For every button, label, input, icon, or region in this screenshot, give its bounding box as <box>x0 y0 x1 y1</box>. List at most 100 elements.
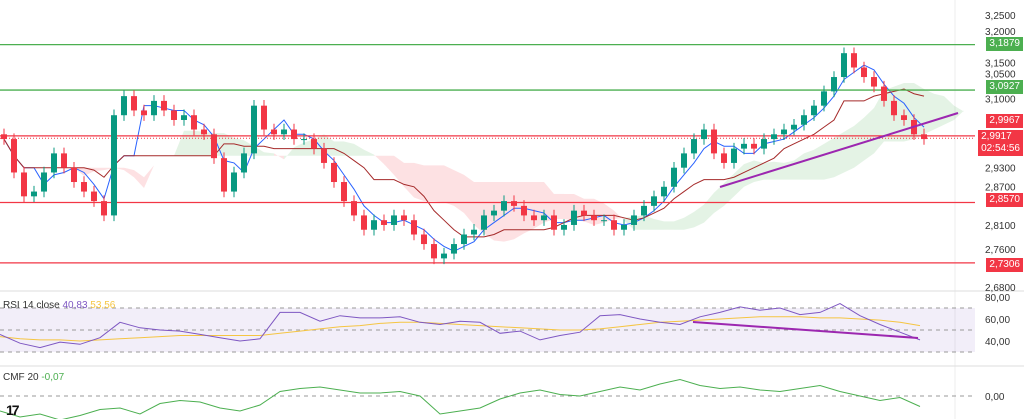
ichimoku-cloud-segment <box>294 142 304 156</box>
ichimoku-cloud-segment <box>354 143 364 156</box>
ichimoku-cloud-segment <box>934 93 944 130</box>
candle <box>871 77 877 87</box>
current-price-tag: 2,9917 02:54:56 <box>978 130 1023 156</box>
candle <box>331 162 337 183</box>
candle <box>271 129 277 135</box>
ichimoku-cloud-segment <box>74 167 84 177</box>
price-tick-label: 2,6800 <box>985 283 1016 294</box>
tradingview-logo: 17 <box>6 402 20 418</box>
rsi-legend: RSI 14 close 40,83 53,56 <box>3 300 115 311</box>
candle <box>171 110 177 120</box>
ichimoku-cloud-segment <box>844 125 854 173</box>
ichimoku-cloud-segment <box>704 192 714 223</box>
rsi-tick-label: 40,00 <box>985 337 1010 348</box>
ichimoku-cloud-segment <box>234 137 244 156</box>
bar-countdown: 02:54:56 <box>981 143 1020 154</box>
candle <box>281 129 287 135</box>
ichimoku-cloud-segment <box>344 141 354 156</box>
candle <box>731 148 737 163</box>
candle <box>31 191 37 197</box>
candle <box>421 234 427 245</box>
ichimoku-cloud-segment <box>714 183 724 214</box>
candle <box>821 91 827 106</box>
price-tick-label: 3,1500 <box>985 59 1016 70</box>
candle <box>251 105 257 154</box>
level-tag: 3,1879 <box>986 37 1023 51</box>
rsi-label: RSI 14 close <box>3 300 60 311</box>
candle <box>61 153 67 168</box>
level-tag: 2,9967 <box>986 114 1023 128</box>
candle <box>771 134 777 140</box>
current-price: 2,9917 <box>981 131 1012 142</box>
candle <box>811 105 817 116</box>
ichimoku-cloud-segment <box>134 170 144 188</box>
candle <box>551 215 557 230</box>
candle <box>601 220 607 222</box>
candle <box>841 53 847 78</box>
candle <box>451 244 457 254</box>
candle <box>91 191 97 202</box>
candle <box>411 220 417 235</box>
ichimoku-cloud-segment <box>854 117 864 168</box>
candle <box>861 67 867 78</box>
level-tag: 2,8570 <box>986 193 1023 207</box>
candle <box>781 129 787 135</box>
ichimoku-cloud-segment <box>534 182 544 229</box>
rsi-ma-value: 53,56 <box>90 300 116 311</box>
cmf-value: -0,07 <box>41 372 65 383</box>
price-tick-label: 2,8100 <box>985 221 1016 232</box>
ichimoku-cloud-segment <box>104 167 114 171</box>
candle <box>161 100 167 111</box>
candle <box>231 172 237 192</box>
candle <box>751 143 757 149</box>
ichimoku-cloud-segment <box>604 203 614 223</box>
candle <box>711 129 717 154</box>
candle <box>901 115 907 120</box>
candle <box>351 201 357 216</box>
ichimoku-cloud-segment <box>794 153 804 180</box>
candle <box>291 129 297 140</box>
candle <box>761 139 767 149</box>
ichimoku-cloud-segment <box>144 165 154 188</box>
candle <box>481 215 487 230</box>
candle <box>21 172 27 197</box>
ichimoku-cloud-segment <box>644 215 654 230</box>
candle <box>611 220 617 230</box>
price-tick-label: 3,2000 <box>985 27 1016 38</box>
cmf-tick-label: 0,00 <box>985 392 1005 403</box>
price-tick-label: 3,0500 <box>985 69 1016 80</box>
candle <box>571 210 577 225</box>
ichimoku-cloud-segment <box>774 161 784 180</box>
candle <box>341 182 347 202</box>
tenkan-line <box>3 64 925 252</box>
ichimoku-cloud-segment <box>94 167 104 172</box>
price-tick-label: 2,7600 <box>985 245 1016 256</box>
candle <box>191 115 197 130</box>
candle <box>891 100 897 116</box>
ichimoku-cloud-segment <box>384 155 394 175</box>
ichimoku-cloud-segment <box>274 153 284 160</box>
ichimoku-cloud-segment <box>264 152 274 156</box>
ichimoku-cloud-segment <box>724 173 734 206</box>
ichimoku-cloud-segment <box>424 165 434 202</box>
candle <box>621 224 627 230</box>
candle <box>511 201 517 206</box>
price-tick-label: 2,9300 <box>985 164 1016 175</box>
ichimoku-cloud-segment <box>514 182 524 240</box>
ichimoku-cloud-segment <box>654 219 664 230</box>
ichimoku-cloud-segment <box>114 167 124 171</box>
candle <box>361 215 367 230</box>
ichimoku-cloud-segment <box>444 165 454 206</box>
candle <box>401 215 407 221</box>
ichimoku-cloud-segment <box>184 130 194 156</box>
candle <box>651 196 657 206</box>
candle <box>151 100 157 116</box>
candle <box>501 201 507 211</box>
ichimoku-cloud-segment <box>804 149 814 180</box>
candle <box>921 134 927 140</box>
candle <box>631 215 637 225</box>
candle <box>111 115 117 216</box>
candle <box>851 53 857 68</box>
candle <box>41 172 47 192</box>
